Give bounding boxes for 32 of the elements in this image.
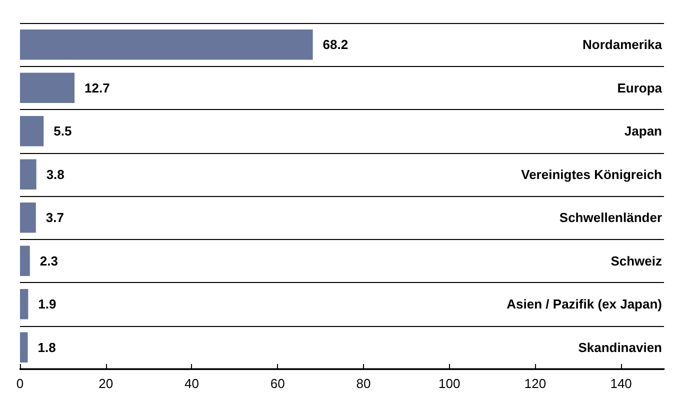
y-tick-label: Asien / Pazifik (ex Japan) bbox=[506, 296, 662, 312]
bar bbox=[20, 332, 28, 363]
x-tick-label: 100 bbox=[438, 376, 460, 391]
data-label: 3.8 bbox=[46, 166, 64, 182]
y-tick-label: Skandinavien bbox=[578, 340, 662, 355]
bar bbox=[20, 288, 28, 320]
x-tick-label: 140 bbox=[610, 376, 632, 391]
y-tick-label: Schwellenländer bbox=[559, 210, 662, 226]
x-tick-label: 60 bbox=[270, 376, 285, 391]
bar bbox=[20, 246, 30, 276]
x-tick-label: 40 bbox=[184, 376, 199, 391]
data-label: 1.8 bbox=[38, 340, 56, 355]
data-label: 3.7 bbox=[46, 210, 64, 226]
x-tick-label: 120 bbox=[524, 376, 546, 391]
bar bbox=[20, 159, 36, 190]
data-label: 12.7 bbox=[84, 80, 110, 96]
x-tick-label: 80 bbox=[356, 376, 371, 391]
y-tick-label: Vereinigtes Königreich bbox=[521, 166, 662, 182]
data-label: 5.5 bbox=[54, 124, 72, 139]
data-label: 68.2 bbox=[322, 37, 348, 52]
bar bbox=[20, 116, 44, 146]
x-tick-label: 20 bbox=[98, 376, 114, 391]
bar bbox=[20, 29, 313, 60]
y-tick-label: Nordamerika bbox=[582, 37, 663, 52]
bar bbox=[20, 72, 75, 104]
data-label: 1.9 bbox=[38, 296, 56, 312]
x-tick-label: 0 bbox=[16, 376, 24, 391]
y-tick-label: Japan bbox=[624, 124, 662, 139]
bar bbox=[20, 202, 36, 233]
y-tick-label: Europa bbox=[617, 80, 663, 96]
y-tick-label: Schweiz bbox=[610, 253, 662, 268]
data-label: 2.3 bbox=[40, 253, 58, 268]
